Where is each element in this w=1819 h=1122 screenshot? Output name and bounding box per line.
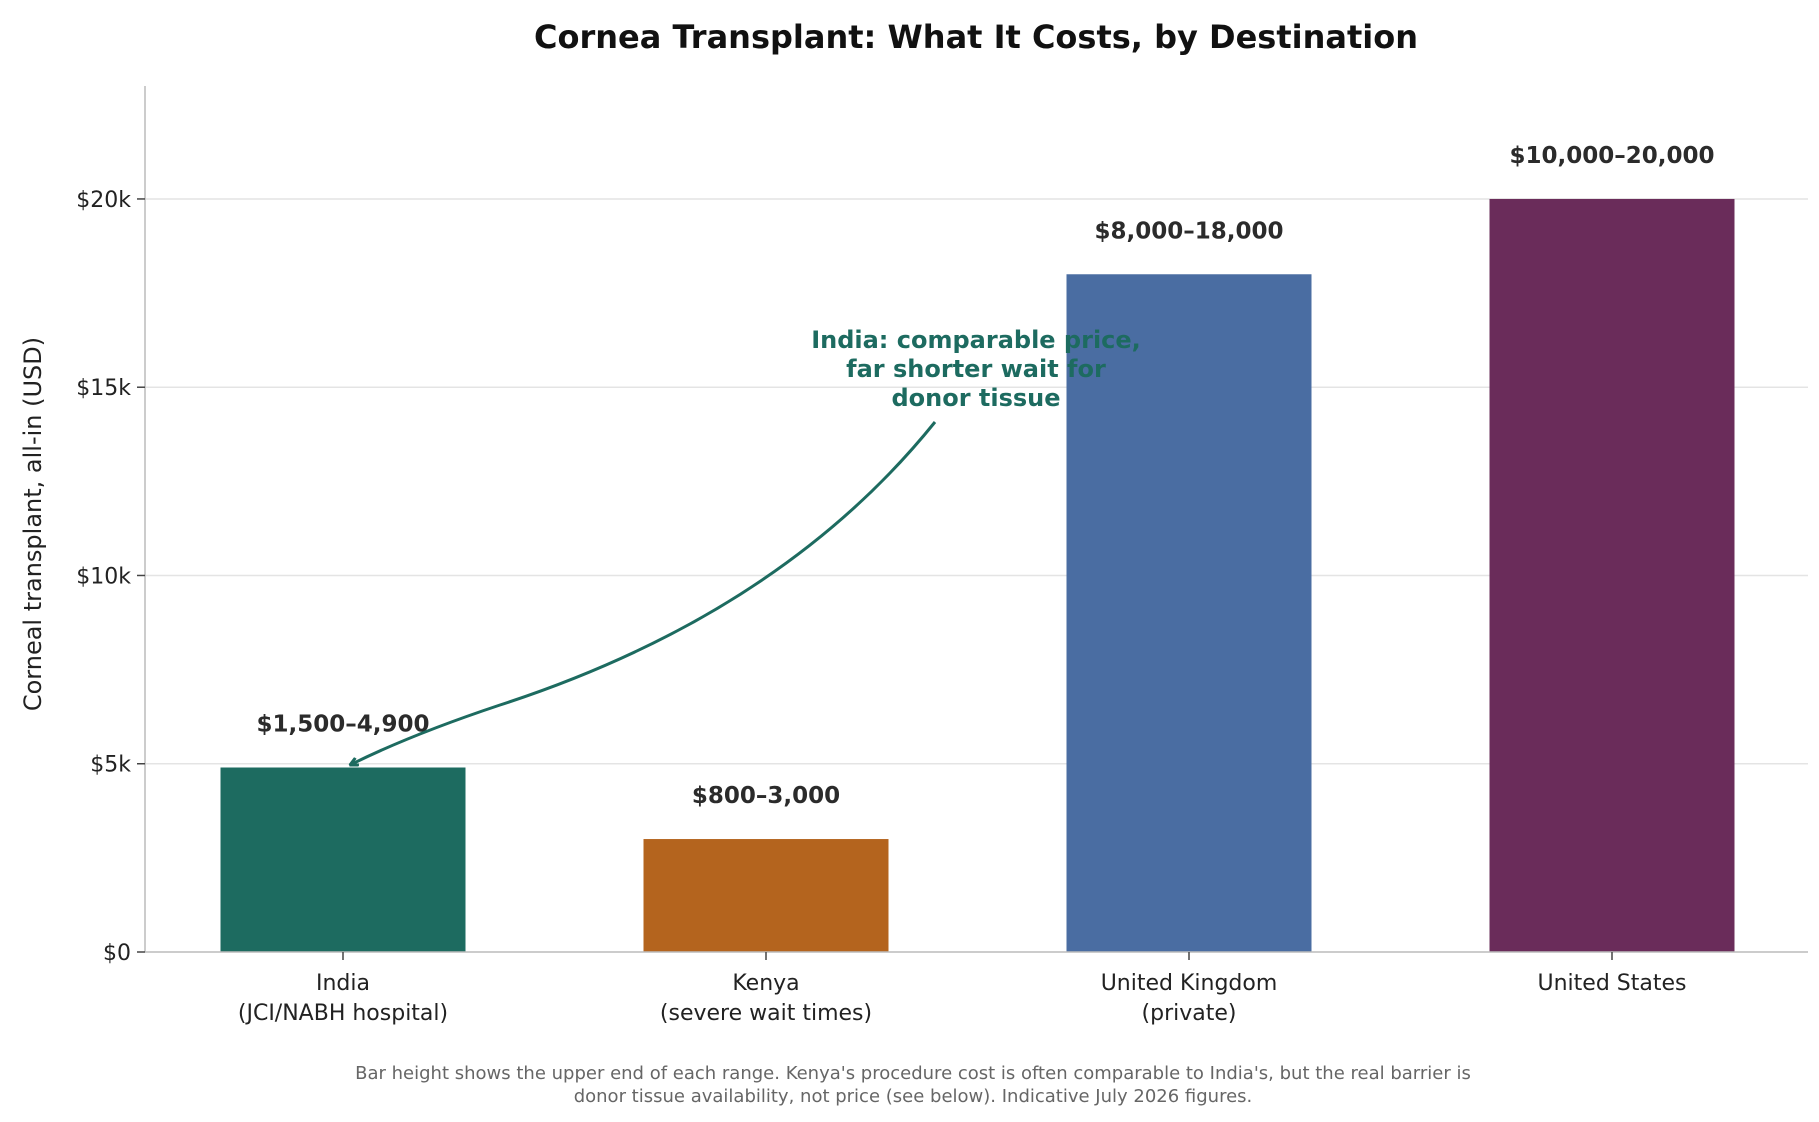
y-tick-label: $5k: [90, 753, 131, 778]
x-ticks: India (JCI/NABH hospital) Kenya (severe wai…: [238, 952, 1687, 1026]
y-tick-label: $10k: [76, 564, 131, 589]
bars: [220, 198, 1735, 952]
x-tick-sublabel: (private): [1142, 1001, 1237, 1026]
annotation-line-2: far shorter wait for: [846, 355, 1106, 383]
bar-value-label: $1,500–4,900: [256, 712, 429, 738]
bar-value-label: $800–3,000: [692, 783, 840, 809]
bar: [1489, 198, 1735, 952]
x-tick-label: United States: [1538, 971, 1687, 996]
footnote-line-1: Bar height shows the upper end of each r…: [355, 1063, 1471, 1084]
bar: [220, 767, 466, 952]
bar-value-label: $10,000–20,000: [1509, 143, 1714, 169]
bar-value-label: $8,000–18,000: [1094, 218, 1283, 244]
bar: [643, 839, 889, 952]
annotation-line-1: India: comparable price,: [811, 326, 1141, 354]
y-ticks: $0 $5k $10k $15k $20k: [76, 188, 145, 966]
y-axis-label: Corneal transplant, all-in (USD): [19, 337, 47, 711]
x-tick-label: United Kingdom: [1101, 971, 1278, 996]
y-tick-label: $15k: [76, 376, 131, 401]
y-tick-label: $20k: [76, 188, 131, 213]
value-labels: $1,500–4,900 $800–3,000 $8,000–18,000 $10,0…: [256, 143, 1714, 809]
annotation: India: comparable price, far shorter wai…: [811, 326, 1141, 412]
annotation-arrow: [350, 421, 937, 765]
x-tick-label: India: [316, 971, 370, 996]
x-tick-sublabel: (JCI/NABH hospital): [238, 1001, 448, 1026]
x-tick-sublabel: (severe wait times): [660, 1001, 872, 1026]
bar: [1066, 274, 1312, 952]
annotation-line-3: donor tissue: [891, 384, 1060, 412]
chart-title: Cornea Transplant: What It Costs, by Des…: [534, 18, 1418, 56]
y-tick-label: $0: [103, 941, 131, 966]
x-tick-label: Kenya: [732, 971, 799, 996]
footnote-line-2: donor tissue availability, not price (se…: [574, 1086, 1253, 1107]
